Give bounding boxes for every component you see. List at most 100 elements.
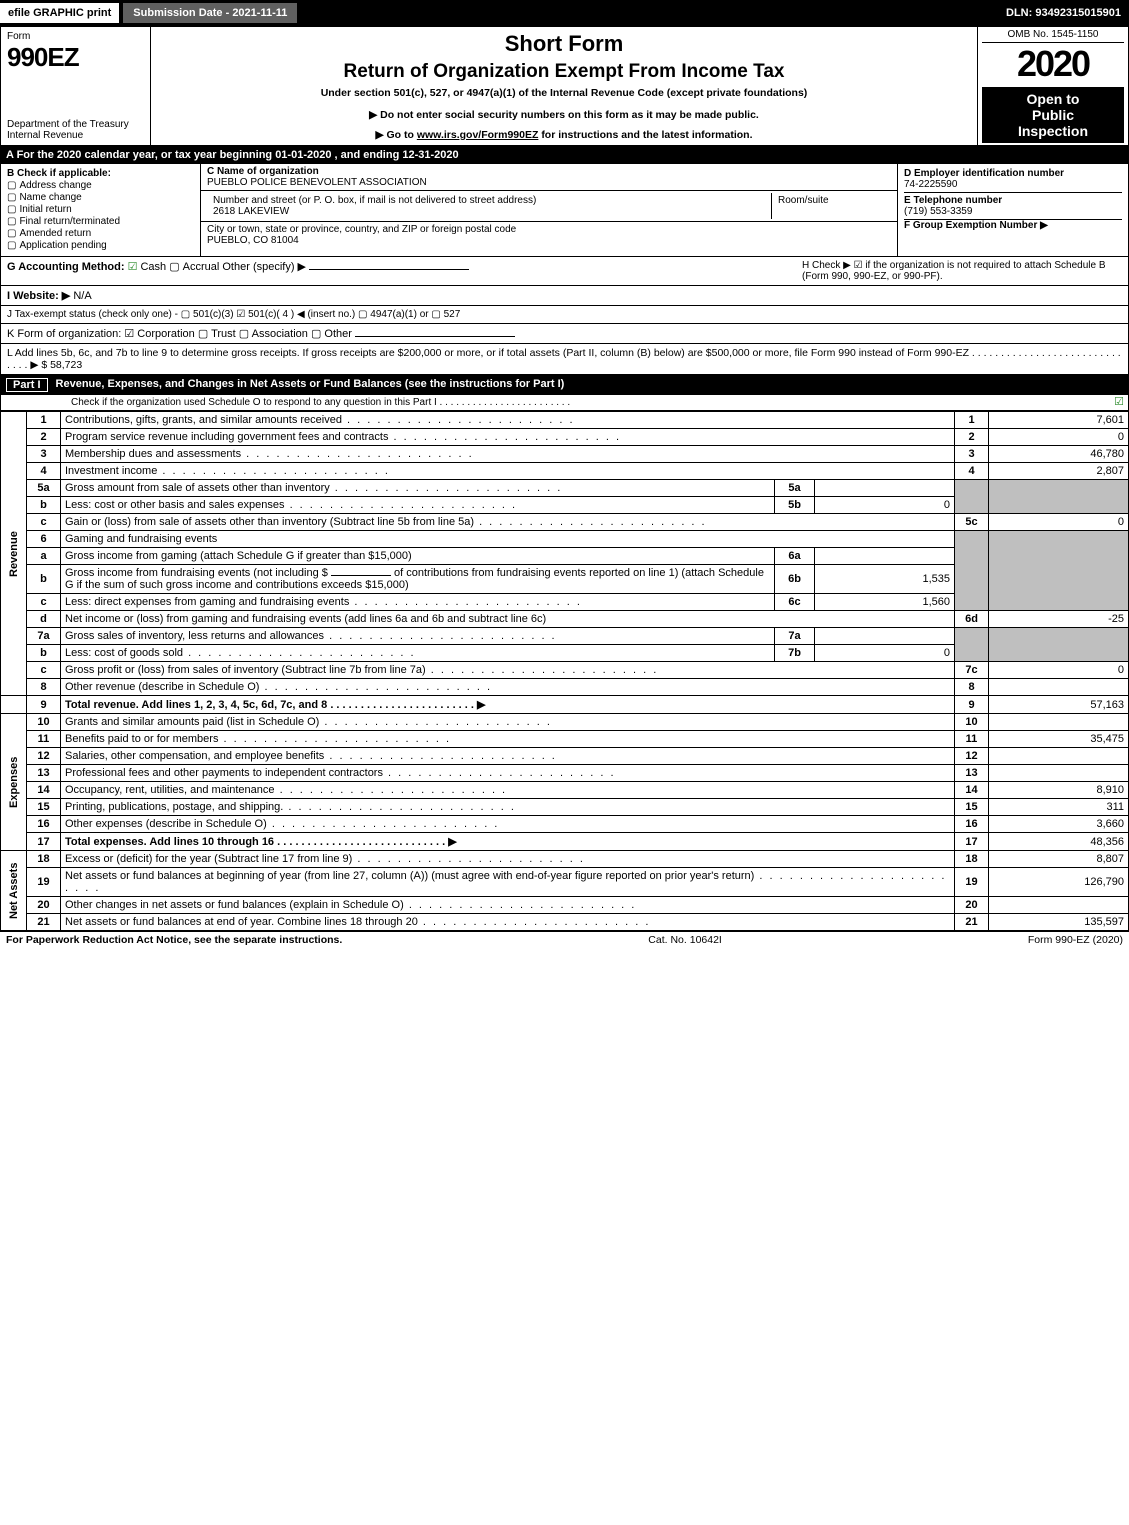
r2-desc: Program service revenue including govern… xyxy=(61,429,955,446)
row-17: 17 Total expenses. Add lines 10 through … xyxy=(1,833,1129,851)
r7c-desc: Gross profit or (loss) from sales of inv… xyxy=(61,662,955,679)
r7a-sv xyxy=(815,628,955,645)
row-4: 4 Investment income 4 2,807 xyxy=(1,463,1129,480)
r20-desc: Other changes in net assets or fund bala… xyxy=(61,897,955,914)
chk-name-change[interactable]: Name change xyxy=(7,192,194,203)
r1-rn: 1 xyxy=(955,412,989,429)
r13-rn: 13 xyxy=(955,765,989,782)
website-label: I Website: ▶ xyxy=(7,290,70,302)
chk-final-return[interactable]: Final return/terminated xyxy=(7,216,194,227)
goto-pre: ▶ Go to xyxy=(376,129,417,141)
ssn-warning: ▶ Do not enter social security numbers o… xyxy=(159,109,969,121)
chk-amended-return[interactable]: Amended return xyxy=(7,228,194,239)
schedule-o-note: Check if the organization used Schedule … xyxy=(1,395,1110,411)
org-name-row: C Name of organization PUEBLO POLICE BEN… xyxy=(201,164,897,191)
r5a-sv xyxy=(815,480,955,497)
r9-desc-b: Total revenue. Add lines 1, 2, 3, 4, 5c,… xyxy=(65,699,485,711)
top-bar: efile GRAPHIC print Submission Date - 20… xyxy=(0,0,1129,26)
schedule-o-check[interactable]: ☑ xyxy=(1110,395,1128,411)
paperwork-notice: For Paperwork Reduction Act Notice, see … xyxy=(6,934,342,946)
header-right: OMB No. 1545-1150 2020 Open to Public In… xyxy=(978,27,1128,145)
r6-grey xyxy=(955,531,989,611)
r3-rn: 3 xyxy=(955,446,989,463)
r13-num: 13 xyxy=(27,765,61,782)
title-return: Return of Organization Exempt From Incom… xyxy=(159,61,969,83)
r21-rn: 21 xyxy=(955,914,989,931)
under-section: Under section 501(c), 527, or 4947(a)(1)… xyxy=(159,87,969,99)
k-other-line[interactable] xyxy=(355,336,515,337)
goto-post: for instructions and the latest informat… xyxy=(541,129,752,141)
row-20: 20 Other changes in net assets or fund b… xyxy=(1,897,1129,914)
r19-num: 19 xyxy=(27,868,61,897)
row-18: Net Assets 18 Excess or (deficit) for th… xyxy=(1,851,1129,868)
r7b-desc: Less: cost of goods sold xyxy=(61,645,775,662)
r11-rn: 11 xyxy=(955,731,989,748)
h-line2: (Form 990, 990-EZ, or 990-PF). xyxy=(802,271,1122,282)
r13-rv xyxy=(989,765,1129,782)
row-5c: c Gain or (loss) from sale of assets oth… xyxy=(1,514,1129,531)
r10-desc: Grants and similar amounts paid (list in… xyxy=(61,714,955,731)
open2: Public xyxy=(984,107,1122,123)
tel-value: (719) 553-3359 xyxy=(904,206,972,217)
r6c-sv: 1,560 xyxy=(815,594,955,611)
chk-initial-return[interactable]: Initial return xyxy=(7,204,194,215)
r18-num: 18 xyxy=(27,851,61,868)
r11-rv: 35,475 xyxy=(989,731,1129,748)
chk-cash[interactable]: Cash xyxy=(128,261,167,273)
form-number: 990EZ xyxy=(7,42,144,73)
ein-value: 74-2225590 xyxy=(904,179,957,190)
open-to-public: Open to Public Inspection xyxy=(982,87,1124,143)
r21-num: 21 xyxy=(27,914,61,931)
r13-desc: Professional fees and other payments to … xyxy=(61,765,955,782)
row-6d: d Net income or (loss) from gaming and f… xyxy=(1,611,1129,628)
r9-rn: 9 xyxy=(955,696,989,714)
form-header: Form 990EZ Department of the Treasury In… xyxy=(0,26,1129,146)
netassets-side-label: Net Assets xyxy=(1,851,27,931)
period-bar: A For the 2020 calendar year, or tax yea… xyxy=(0,146,1129,164)
efile-label: efile GRAPHIC print xyxy=(0,3,119,23)
r18-rv: 8,807 xyxy=(989,851,1129,868)
r6d-num: d xyxy=(27,611,61,628)
r10-rn: 10 xyxy=(955,714,989,731)
r6b-blank[interactable] xyxy=(331,575,391,576)
r19-desc: Net assets or fund balances at beginning… xyxy=(61,868,955,897)
open1: Open to xyxy=(984,91,1122,107)
part1-table: Revenue 1 Contributions, gifts, grants, … xyxy=(0,411,1129,931)
r6c-num: c xyxy=(27,594,61,611)
r12-desc: Salaries, other compensation, and employ… xyxy=(61,748,955,765)
city-row: City or town, state or province, country… xyxy=(201,222,897,248)
chk-accrual[interactable]: Accrual xyxy=(169,261,219,273)
chk-address-change[interactable]: Address change xyxy=(7,180,194,191)
r16-desc: Other expenses (describe in Schedule O) xyxy=(61,816,955,833)
r21-desc: Net assets or fund balances at end of ye… xyxy=(61,914,955,931)
other-specify-line[interactable] xyxy=(309,269,469,270)
r18-desc: Excess or (deficit) for the year (Subtra… xyxy=(61,851,955,868)
r5c-num: c xyxy=(27,514,61,531)
r15-rn: 15 xyxy=(955,799,989,816)
r19-rv: 126,790 xyxy=(989,868,1129,897)
row-7a: 7a Gross sales of inventory, less return… xyxy=(1,628,1129,645)
r6-num: 6 xyxy=(27,531,61,548)
r10-num: 10 xyxy=(27,714,61,731)
k-line: K Form of organization: ☑ Corporation ▢ … xyxy=(7,328,352,340)
row-19: 19 Net assets or fund balances at beginn… xyxy=(1,868,1129,897)
r14-num: 14 xyxy=(27,782,61,799)
r17-desc: Total expenses. Add lines 10 through 16 … xyxy=(61,833,955,851)
r1-desc: Contributions, gifts, grants, and simila… xyxy=(61,412,955,429)
r7b-sv: 0 xyxy=(815,645,955,662)
r9-desc: Total revenue. Add lines 1, 2, 3, 4, 5c,… xyxy=(61,696,955,714)
r1-rv: 7,601 xyxy=(989,412,1129,429)
row-15: 15 Printing, publications, postage, and … xyxy=(1,799,1129,816)
r16-rv: 3,660 xyxy=(989,816,1129,833)
chk-application-pending[interactable]: Application pending xyxy=(7,240,194,251)
title-short-form: Short Form xyxy=(159,31,969,57)
r6b-sn: 6b xyxy=(775,565,815,594)
form-word: Form xyxy=(7,31,144,42)
open3: Inspection xyxy=(984,123,1122,139)
r12-rv xyxy=(989,748,1129,765)
r5a-sn: 5a xyxy=(775,480,815,497)
r5b-num: b xyxy=(27,497,61,514)
expenses-side-label: Expenses xyxy=(1,714,27,851)
r6c-desc: Less: direct expenses from gaming and fu… xyxy=(61,594,775,611)
irs-link[interactable]: www.irs.gov/Form990EZ xyxy=(417,129,539,141)
